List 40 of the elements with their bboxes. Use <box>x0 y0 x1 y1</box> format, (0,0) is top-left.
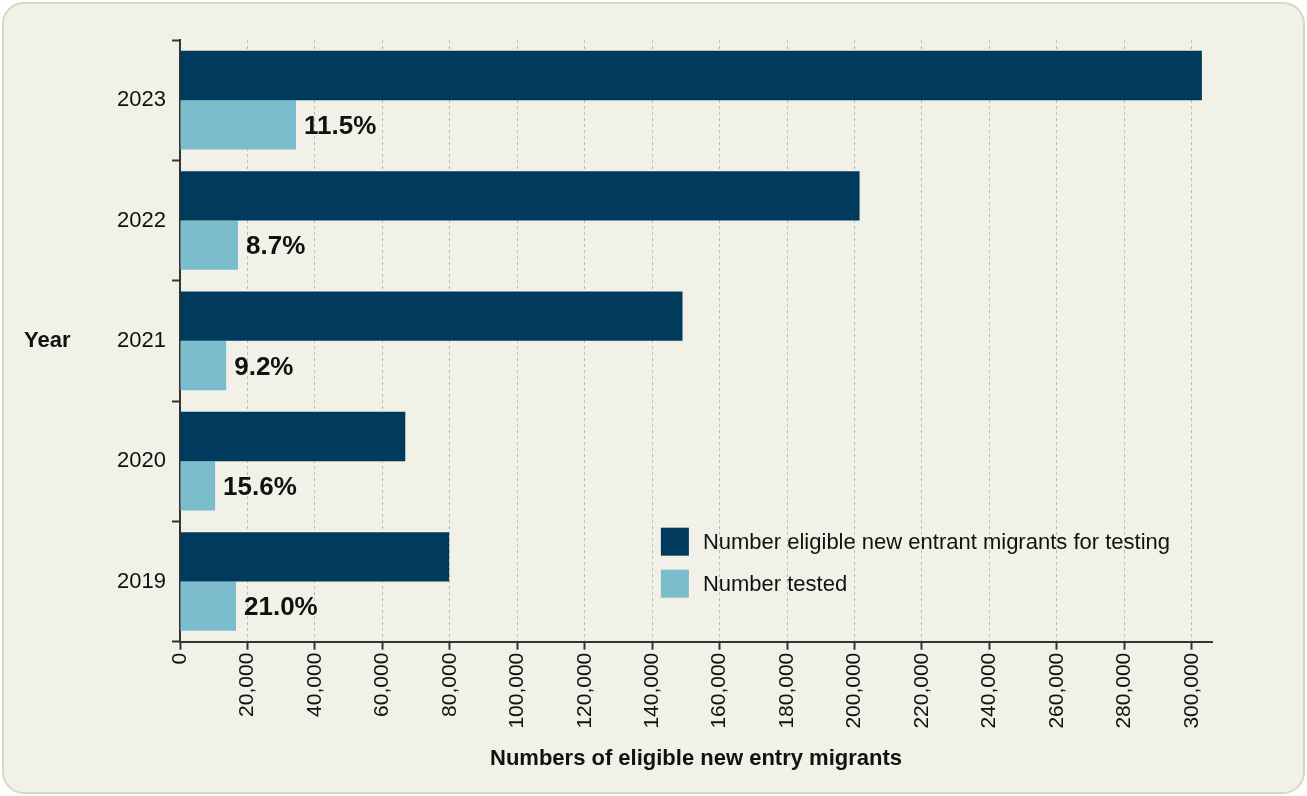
legend-label: Number tested <box>702 570 848 596</box>
bar <box>180 171 860 221</box>
x-tick-label: 240,000 <box>976 652 1000 729</box>
legend-label: Number eligible new entrant migrants for testing <box>702 528 1171 554</box>
x-tick-label: 140,000 <box>638 652 662 729</box>
x-tick-label: 60,000 <box>369 652 393 717</box>
bar <box>180 340 227 391</box>
annotation: 11.5% <box>304 110 377 141</box>
annotation: 21.0% <box>243 591 318 622</box>
annotation: 15.6% <box>223 471 297 502</box>
bar <box>180 411 406 462</box>
x-tick-label: 220,000 <box>908 652 932 729</box>
x-tick-label: 0 <box>166 652 190 665</box>
x-axis-title: Numbers of eligible new entry migrants <box>490 744 902 770</box>
x-tick-label: 260,000 <box>1043 652 1067 729</box>
bar <box>180 291 683 341</box>
y-tick-label: 2022 <box>117 206 166 232</box>
y-tick-label: 2019 <box>117 567 166 593</box>
y-axis-title: Year <box>24 326 71 352</box>
x-tick-label: 100,000 <box>504 652 528 729</box>
x-tick-label: 40,000 <box>301 652 325 717</box>
x-tick-label: 120,000 <box>571 652 595 729</box>
x-tick-label: 80,000 <box>436 652 460 717</box>
x-tick-label: 280,000 <box>1111 652 1135 729</box>
bar <box>180 100 297 150</box>
bar <box>180 461 216 511</box>
x-tick-label: 200,000 <box>841 652 865 729</box>
x-tick-label: 160,000 <box>706 652 730 729</box>
bar <box>180 532 450 582</box>
annotation: 8.7% <box>246 230 306 261</box>
x-tick-label: 20,000 <box>234 652 258 717</box>
bar <box>180 220 239 270</box>
x-tick-label: 180,000 <box>773 652 797 729</box>
x-tick-label: 300,000 <box>1178 652 1202 729</box>
bar <box>180 581 236 631</box>
y-tick-label: 2020 <box>117 447 166 473</box>
annotation: 9.2% <box>234 350 294 381</box>
bar <box>180 50 1202 101</box>
y-tick-label: 2023 <box>117 86 166 112</box>
y-tick-label: 2021 <box>117 326 166 352</box>
